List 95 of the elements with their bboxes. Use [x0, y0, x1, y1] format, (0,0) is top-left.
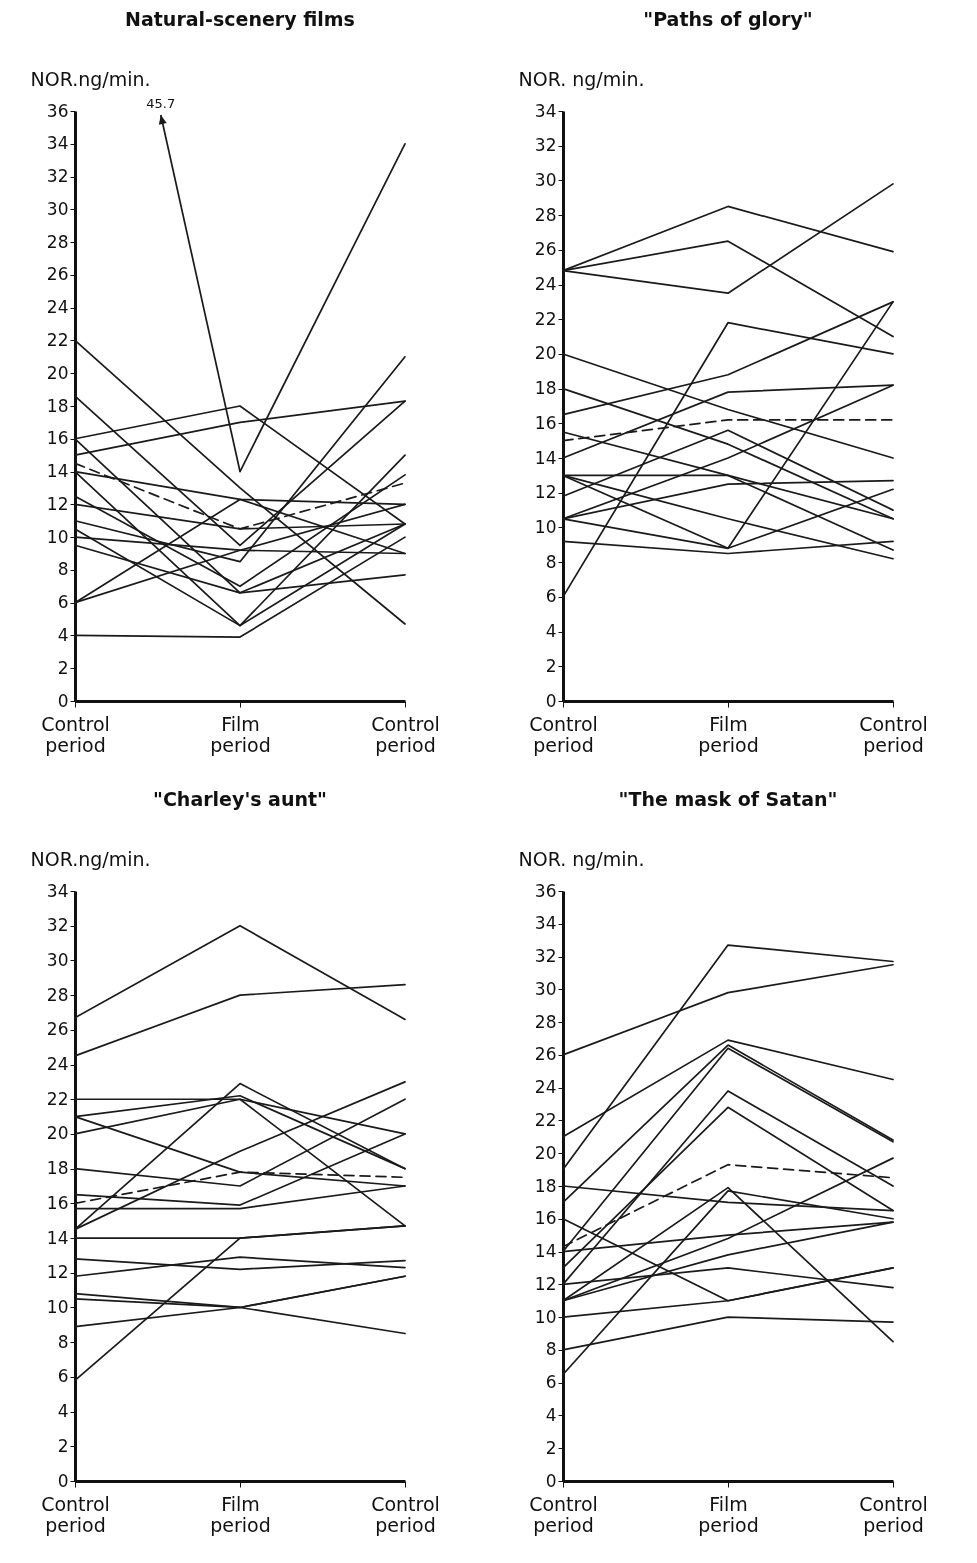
- y-tick-label: 14: [534, 1241, 557, 1262]
- chart-title: "Charley's aunt": [153, 788, 327, 810]
- y-tick-label: 8: [57, 559, 69, 580]
- y-tick-label: 24: [534, 1077, 557, 1098]
- y-tick-label: 30: [46, 949, 69, 970]
- y-tick-label: 22: [534, 308, 557, 329]
- y-tick-label: 6: [545, 1372, 557, 1393]
- x-tick-label: Film period: [210, 1492, 271, 1536]
- y-tick-label: 28: [46, 984, 69, 1005]
- y-tick-label: 10: [534, 516, 557, 537]
- chart-title: "Paths of glory": [643, 8, 813, 30]
- y-tick-label: 8: [57, 1331, 69, 1352]
- y-tick-label: 20: [534, 1142, 557, 1163]
- y-tick-label: 22: [46, 1088, 69, 1109]
- y-tick-label: 4: [57, 1401, 69, 1422]
- y-tick-label: 34: [46, 880, 69, 901]
- y-tick-label: 10: [46, 526, 69, 547]
- y-axis-title: NOR.ng/min.: [30, 67, 151, 90]
- y-tick-label: 36: [46, 100, 69, 121]
- y-tick-label: 6: [545, 586, 557, 607]
- y-axis-title: NOR.ng/min.: [30, 847, 151, 870]
- x-tick-label: Control period: [859, 1492, 928, 1536]
- y-tick-label: 12: [46, 1262, 69, 1283]
- y-tick-label: 12: [534, 482, 557, 503]
- y-tick-label: 14: [46, 461, 69, 482]
- y-tick-label: 16: [534, 1208, 557, 1229]
- y-tick-label: 26: [46, 264, 69, 285]
- y-tick-label: 36: [534, 880, 557, 901]
- y-tick-label: 10: [46, 1296, 69, 1317]
- x-tick-label: Film period: [698, 712, 759, 756]
- y-tick-label: 6: [57, 592, 69, 613]
- y-tick-label: 20: [46, 1123, 69, 1144]
- text: 45.7: [146, 96, 176, 111]
- y-tick-label: 16: [534, 412, 557, 433]
- y-tick-label: 20: [46, 362, 69, 383]
- x-tick-label: Film period: [698, 1492, 759, 1536]
- y-tick-label: 32: [534, 135, 557, 156]
- x-tick-label: Control period: [859, 712, 928, 756]
- y-tick-label: 6: [57, 1366, 69, 1387]
- y-tick-label: 12: [534, 1273, 557, 1294]
- y-tick-label: 26: [534, 239, 557, 260]
- y-tick-label: 2: [545, 655, 557, 676]
- y-tick-label: 20: [534, 343, 557, 364]
- y-tick-label: 18: [534, 1175, 557, 1196]
- y-tick-label: 32: [534, 946, 557, 967]
- y-tick-label: 2: [545, 1437, 557, 1458]
- y-tick-label: 24: [46, 297, 69, 318]
- y-tick-label: 24: [534, 274, 557, 295]
- x-tick-label: Control period: [529, 1492, 598, 1536]
- y-tick-label: 28: [46, 231, 69, 252]
- y-tick-label: 10: [534, 1306, 557, 1327]
- x-tick-label: Control period: [371, 712, 440, 756]
- y-tick-label: 2: [57, 657, 69, 678]
- y-tick-label: 32: [46, 166, 69, 187]
- x-tick-label: Control period: [371, 1492, 440, 1536]
- chart-title: Natural-scenery films: [125, 8, 355, 30]
- y-tick-label: 24: [46, 1054, 69, 1075]
- chart-title: "The mask of Satan": [618, 788, 838, 810]
- y-tick-label: 30: [534, 169, 557, 190]
- y-tick-label: 0: [545, 1470, 557, 1491]
- y-tick-label: 30: [46, 198, 69, 219]
- y-tick-label: 18: [46, 1158, 69, 1179]
- x-tick-label: Control period: [41, 712, 110, 756]
- y-tick-label: 4: [545, 1404, 557, 1425]
- y-tick-label: 18: [534, 378, 557, 399]
- y-tick-label: 34: [534, 913, 557, 934]
- y-tick-label: 16: [46, 428, 69, 449]
- y-tick-label: 4: [57, 624, 69, 645]
- y-tick-label: 26: [534, 1044, 557, 1065]
- y-tick-label: 28: [534, 1011, 557, 1032]
- y-tick-label: 8: [545, 1339, 557, 1360]
- y-tick-label: 0: [545, 690, 557, 711]
- x-tick-label: Control period: [529, 712, 598, 756]
- y-tick-label: 30: [534, 978, 557, 999]
- y-tick-label: 22: [534, 1109, 557, 1130]
- y-tick-label: 8: [545, 551, 557, 572]
- y-tick-label: 32: [46, 915, 69, 936]
- y-tick-label: 0: [57, 1470, 69, 1491]
- x-tick-label: Control period: [41, 1492, 110, 1536]
- y-tick-label: 4: [545, 621, 557, 642]
- y-axis-title: NOR. ng/min.: [518, 847, 645, 870]
- y-tick-label: 22: [46, 329, 69, 350]
- y-tick-label: 14: [534, 447, 557, 468]
- y-tick-label: 26: [46, 1019, 69, 1040]
- y-tick-label: 34: [534, 100, 557, 121]
- y-axis-title: NOR. ng/min.: [518, 67, 645, 90]
- x-tick-label: Film period: [210, 712, 271, 756]
- y-tick-label: 12: [46, 493, 69, 514]
- y-tick-label: 16: [46, 1192, 69, 1213]
- y-tick-label: 14: [46, 1227, 69, 1248]
- y-tick-label: 0: [57, 690, 69, 711]
- y-tick-label: 28: [534, 204, 557, 225]
- y-tick-label: 2: [57, 1435, 69, 1456]
- y-tick-label: 34: [46, 133, 69, 154]
- y-tick-label: 18: [46, 395, 69, 416]
